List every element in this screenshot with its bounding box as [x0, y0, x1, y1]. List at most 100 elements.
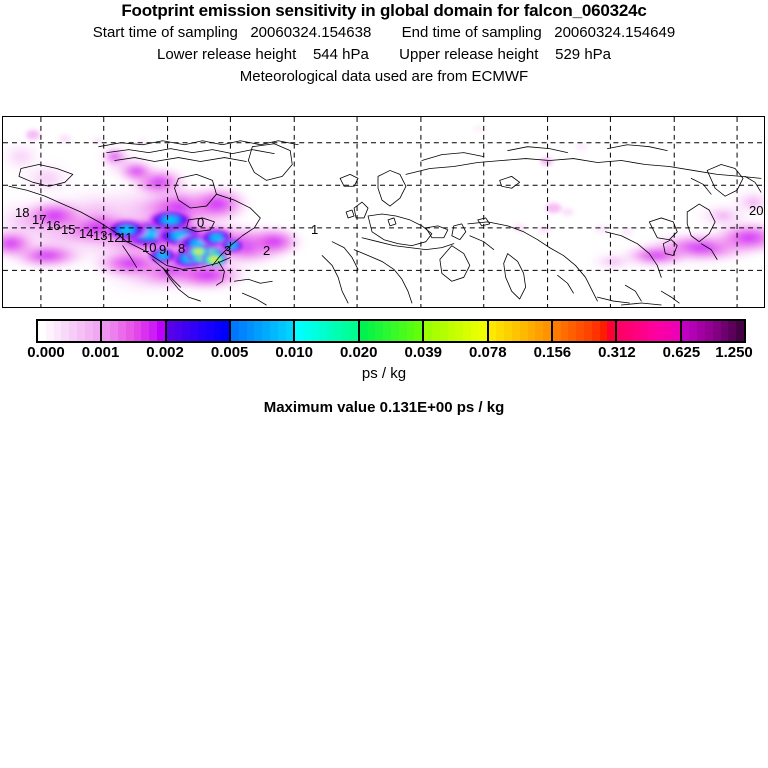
- colorbar-tick-4: 0.010: [275, 344, 313, 361]
- colorbar-step-6-6: [470, 321, 479, 341]
- colorbar-step-2-1: [174, 321, 183, 341]
- trajectory-day-label-2: 2: [263, 243, 271, 258]
- upper-release-value: 529 hPa: [555, 46, 612, 63]
- upper-release-label: Upper release height: [399, 46, 539, 63]
- colorbar-step-8-6: [599, 321, 608, 341]
- trajectory-day-label-15: 15: [61, 222, 76, 237]
- trajectory-day-label-20: 20: [749, 203, 764, 218]
- colorbar-step-10-2: [697, 321, 705, 341]
- colorbar-step-6-3: [447, 321, 456, 341]
- map-gridlines: [3, 117, 764, 307]
- colorbar-tick-10: 0.625: [662, 344, 701, 361]
- colorbar-step-5-0: [359, 321, 368, 341]
- colorbar-step-2-7: [221, 321, 230, 341]
- lower-release-label: Lower release height: [156, 46, 297, 63]
- trajectory-day-label-14: 14: [79, 226, 94, 241]
- trajectory-day-label-12: 12: [107, 230, 122, 245]
- colorbar-tick-8: 0.156: [533, 344, 572, 361]
- colorbar-segment-5: [359, 321, 425, 341]
- colorbar-step-1-6: [149, 321, 157, 341]
- colorbar-segment-2: [166, 321, 232, 341]
- colorbar-step-10-7: [736, 321, 744, 341]
- release-height-line: Lower release height 544 hPa Upper relea…: [0, 44, 768, 66]
- colorbar-step-6-7: [478, 321, 487, 341]
- colorbar-step-4-7: [350, 321, 358, 341]
- colorbar-step-4-6: [342, 321, 351, 341]
- colorbar-step-3-1: [238, 321, 247, 341]
- colorbar-units-label: ps / kg: [361, 365, 407, 382]
- trajectory-day-label-8: 8: [178, 241, 186, 256]
- colorbar-segment-0: [38, 321, 103, 341]
- colorbar-tick-3: 0.005: [210, 344, 249, 361]
- colorbar-step-0-1: [45, 321, 54, 341]
- colorbar-tick-labels: 0.000 0.001 0.002 0.005 0.010 0.020 0.039 0.078…: [0, 344, 768, 362]
- colorbar-step-7-7: [543, 321, 551, 341]
- colorbar-step-7-4: [519, 321, 528, 341]
- colorbar-step-10-3: [704, 321, 713, 341]
- colorbar-step-1-0: [102, 321, 111, 341]
- colorbar-step-0-3: [61, 321, 70, 341]
- colorbar-step-2-6: [213, 321, 222, 341]
- trajectory-day-label-17: 17: [32, 212, 47, 227]
- trajectory-day-label-0: 0: [197, 215, 205, 230]
- colorbar-step-8-4: [584, 321, 592, 341]
- colorbar-segment-9: [617, 321, 682, 341]
- colorbar-segment-3: [231, 321, 296, 341]
- colorbar-step-4-4: [326, 321, 335, 341]
- page-title: Footprint emission sensitivity in global…: [121, 1, 647, 20]
- colorbar-step-1-3: [125, 321, 134, 341]
- trajectory-day-label-13: 13: [93, 228, 108, 243]
- colorbar-step-3-2: [246, 321, 255, 341]
- colorbar-step-0-6: [84, 321, 93, 341]
- maximum-value-label: Maximum value 0.131E+00 ps / kg: [263, 399, 505, 416]
- colorbar-segment-6: [424, 321, 489, 341]
- colorbar-step-7-1: [496, 321, 505, 341]
- start-time-label: Start time of sampling: [92, 24, 238, 41]
- colorbar-step-0-0: [38, 321, 46, 341]
- colorbar-step-2-0: [166, 321, 175, 341]
- trajectory-day-label-10: 10: [142, 240, 157, 255]
- colorbar-step-10-6: [728, 321, 737, 341]
- colorbar-step-6-1: [431, 321, 440, 341]
- colorbar-step-6-4: [455, 321, 464, 341]
- colorbar-step-7-3: [511, 321, 520, 341]
- colorbar-step-9-7: [671, 321, 680, 341]
- sampling-time-line: Start time of sampling 20060324.154638 E…: [0, 22, 768, 44]
- colorbar-step-8-7: [607, 321, 616, 341]
- colorbar-step-3-7: [285, 321, 294, 341]
- trajectory-day-label-11: 11: [119, 230, 133, 245]
- coastline-layer: [3, 117, 764, 307]
- colorbar-step-5-4: [390, 321, 399, 341]
- colorbar-tick-1: 0.001: [81, 344, 120, 361]
- colorbar-step-6-5: [463, 321, 471, 341]
- colorbar-tick-7: 0.078: [469, 344, 507, 361]
- colorbar-step-6-0: [424, 321, 432, 341]
- colorbar-tick-11: 1.250: [715, 344, 753, 361]
- colorbar-step-8-0: [552, 321, 561, 341]
- colorbar-segment-8: [552, 321, 618, 341]
- colorbar-step-2-4: [197, 321, 206, 341]
- colorbar-step-5-3: [383, 321, 391, 341]
- colorbar-step-5-6: [406, 321, 415, 341]
- colorbar-step-0-4: [69, 321, 77, 341]
- colorbar-step-10-5: [720, 321, 729, 341]
- colorbar-tick-6: 0.039: [404, 344, 443, 361]
- colorbar-tick-5: 0.020: [339, 344, 378, 361]
- met-data-line: Meteorological data used are from ECMWF: [239, 68, 529, 85]
- colorbar-segment-1: [102, 321, 167, 341]
- colorbar-step-1-1: [110, 321, 118, 341]
- colorbar-step-10-4: [712, 321, 721, 341]
- trajectory-day-label-16: 16: [46, 218, 61, 233]
- colorbar-step-10-1: [689, 321, 698, 341]
- colorbar-step-5-2: [375, 321, 384, 341]
- colorbar-step-5-1: [367, 321, 376, 341]
- colorbar-step-4-3: [318, 321, 327, 341]
- colorbar-segment-4: [295, 321, 360, 341]
- colorbar-step-7-2: [504, 321, 512, 341]
- colorbar-step-7-6: [535, 321, 544, 341]
- trajectory-day-label-9: 9: [159, 242, 167, 257]
- colorbar-step-1-5: [141, 321, 150, 341]
- trajectory-day-label-18: 18: [15, 205, 30, 220]
- colorbar-step-0-2: [53, 321, 62, 341]
- colorbar-step-2-2: [182, 321, 191, 341]
